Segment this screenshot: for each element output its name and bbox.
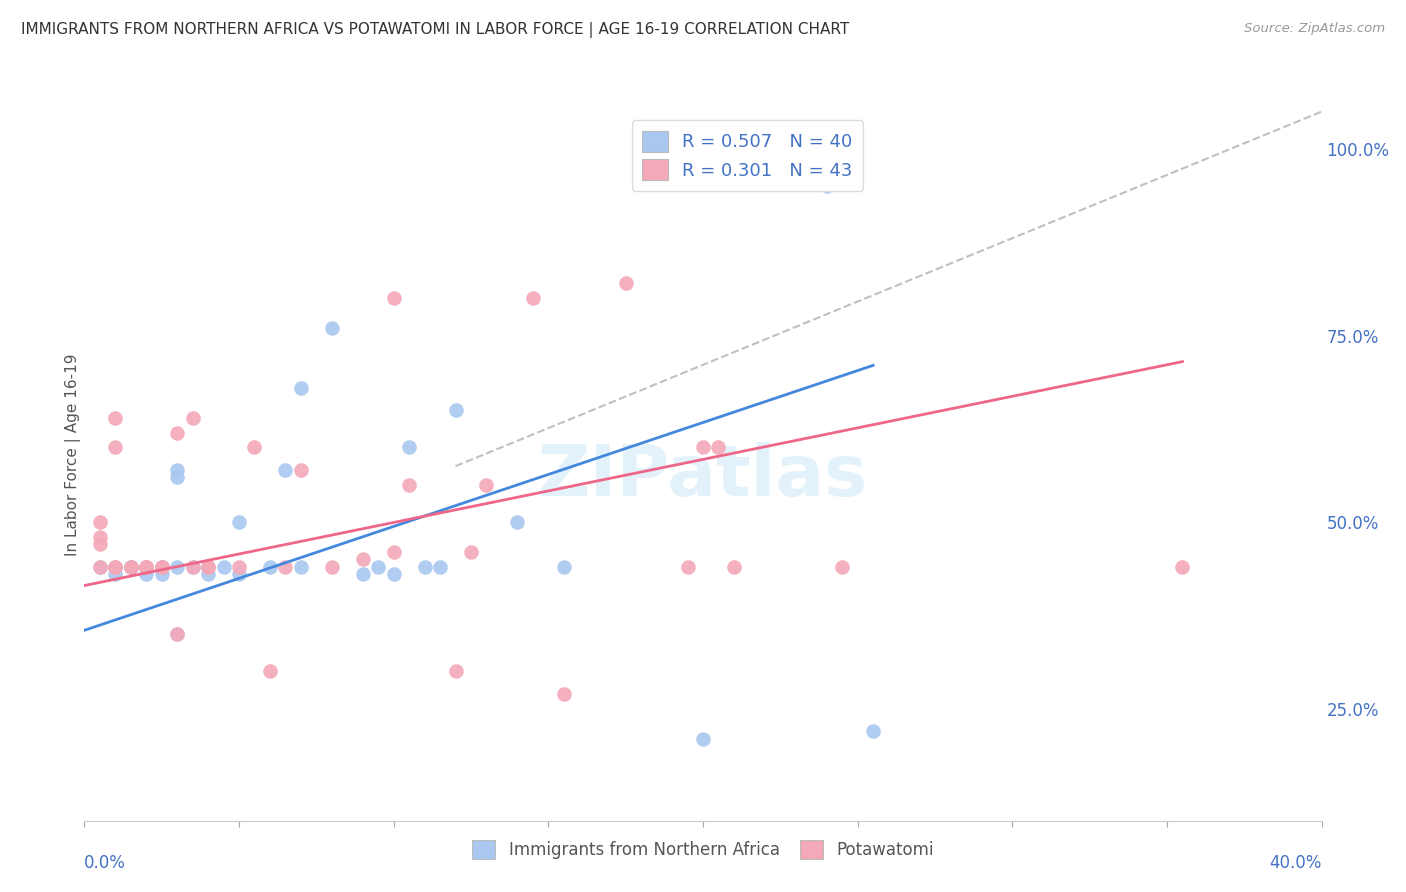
Point <box>382 545 405 559</box>
Point <box>181 560 204 574</box>
Point <box>321 560 343 574</box>
Point <box>181 410 204 425</box>
Point <box>290 381 312 395</box>
Point <box>166 425 188 440</box>
Y-axis label: In Labor Force | Age 16-19: In Labor Force | Age 16-19 <box>65 353 82 557</box>
Point <box>89 530 111 544</box>
Point <box>150 560 173 574</box>
Point <box>135 560 157 574</box>
Point <box>831 560 853 574</box>
Text: IMMIGRANTS FROM NORTHERN AFRICA VS POTAWATOMI IN LABOR FORCE | AGE 16-19 CORRELA: IMMIGRANTS FROM NORTHERN AFRICA VS POTAW… <box>21 22 849 38</box>
Point <box>150 567 173 582</box>
Point <box>522 291 544 305</box>
Point <box>89 515 111 529</box>
Point <box>352 552 374 566</box>
Point <box>553 560 575 574</box>
Text: Source: ZipAtlas.com: Source: ZipAtlas.com <box>1244 22 1385 36</box>
Point <box>166 470 188 484</box>
Point <box>166 463 188 477</box>
Point <box>166 627 188 641</box>
Point <box>290 560 312 574</box>
Point <box>120 560 142 574</box>
Point <box>692 731 714 746</box>
Point <box>460 545 482 559</box>
Text: 0.0%: 0.0% <box>84 855 127 872</box>
Point <box>290 463 312 477</box>
Point <box>104 410 127 425</box>
Point <box>135 560 157 574</box>
Point <box>429 560 451 574</box>
Point <box>89 560 111 574</box>
Point <box>243 441 266 455</box>
Point <box>444 403 467 417</box>
Point <box>274 463 297 477</box>
Point <box>228 567 250 582</box>
Point <box>104 560 127 574</box>
Point <box>197 560 219 574</box>
Point <box>382 291 405 305</box>
Point <box>676 560 699 574</box>
Point <box>135 560 157 574</box>
Point <box>166 627 188 641</box>
Point <box>475 477 498 491</box>
Point <box>228 560 250 574</box>
Point <box>197 567 219 582</box>
Point <box>553 687 575 701</box>
Point <box>413 560 436 574</box>
Point <box>120 560 142 574</box>
Point <box>89 537 111 551</box>
Point <box>181 560 204 574</box>
Point <box>150 560 173 574</box>
Point <box>135 560 157 574</box>
Point <box>150 560 173 574</box>
Point <box>120 560 142 574</box>
Point <box>89 560 111 574</box>
Point <box>352 567 374 582</box>
Point <box>862 724 884 739</box>
Point <box>614 277 637 291</box>
Point <box>723 560 745 574</box>
Point <box>707 441 730 455</box>
Point <box>166 560 188 574</box>
Point <box>321 321 343 335</box>
Point <box>259 665 281 679</box>
Point <box>120 560 142 574</box>
Point <box>104 441 127 455</box>
Text: ZIPatlas: ZIPatlas <box>538 442 868 511</box>
Point <box>150 560 173 574</box>
Point <box>120 560 142 574</box>
Point <box>104 567 127 582</box>
Text: 40.0%: 40.0% <box>1270 855 1322 872</box>
Point <box>692 441 714 455</box>
Legend: Immigrants from Northern Africa, Potawatomi: Immigrants from Northern Africa, Potawat… <box>464 831 942 867</box>
Point <box>398 441 420 455</box>
Point <box>382 567 405 582</box>
Point <box>274 560 297 574</box>
Point <box>197 560 219 574</box>
Point <box>150 560 173 574</box>
Point <box>104 560 127 574</box>
Point <box>259 560 281 574</box>
Point <box>197 560 219 574</box>
Point <box>398 477 420 491</box>
Point <box>444 665 467 679</box>
Point <box>367 560 389 574</box>
Point <box>228 515 250 529</box>
Point <box>212 560 235 574</box>
Point <box>135 560 157 574</box>
Point <box>135 567 157 582</box>
Point <box>104 560 127 574</box>
Point <box>506 515 529 529</box>
Point <box>1171 560 1194 574</box>
Point <box>815 179 838 194</box>
